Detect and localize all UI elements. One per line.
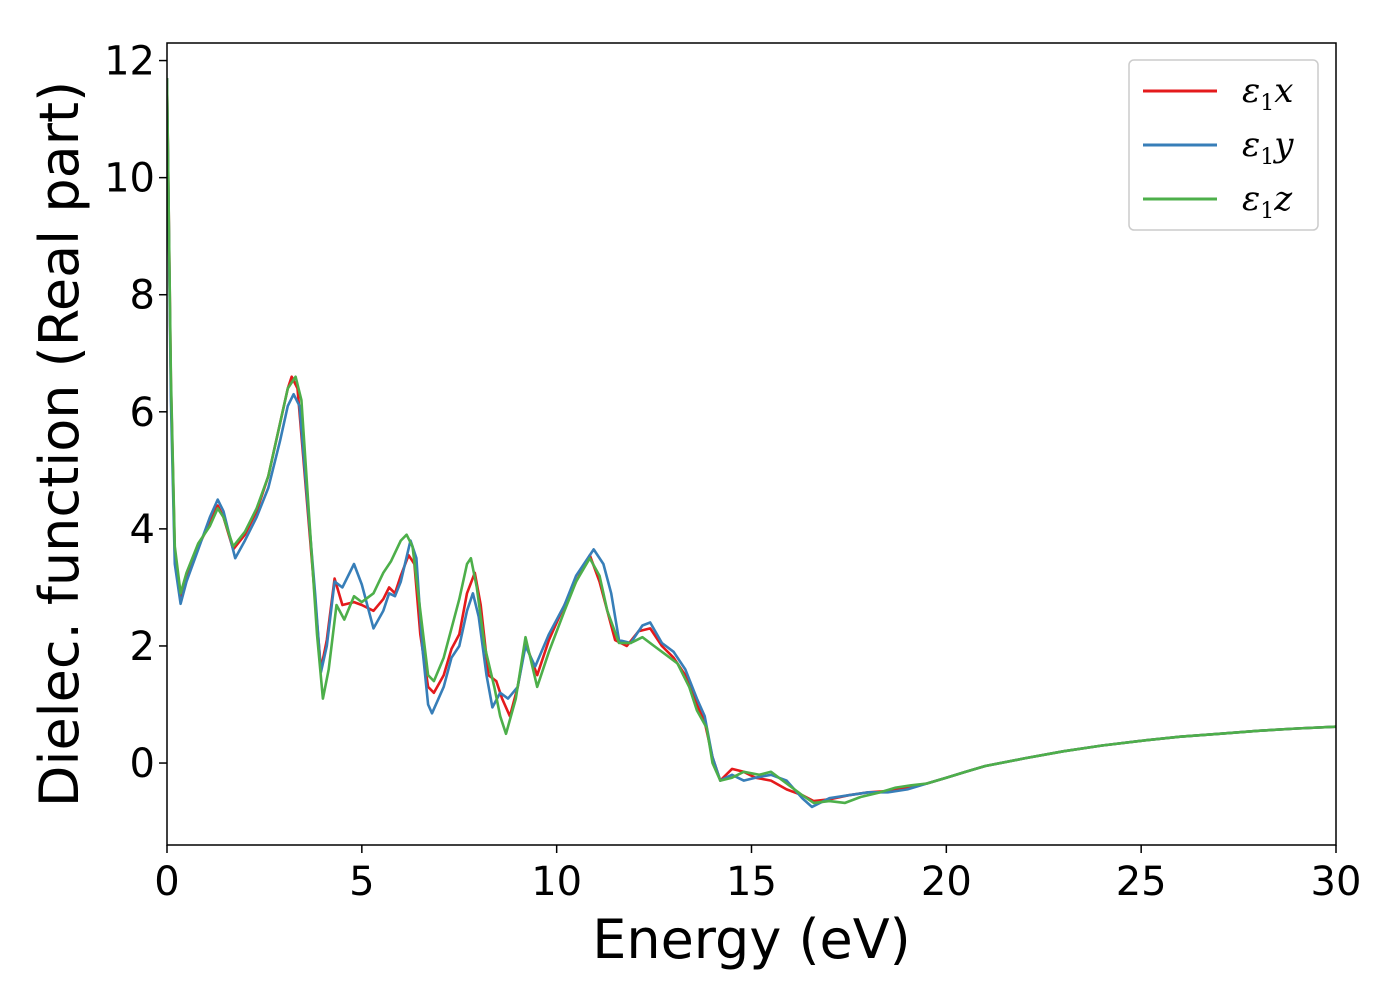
legend-label-0: ε1x (1242, 71, 1293, 116)
y-axis-ticks: 0 2 4 6 8 10 12 (104, 39, 167, 787)
legend: ε1x ε1y ε1z (1128, 59, 1319, 231)
series-layer (167, 78, 1336, 809)
y-tick-label: 4 (130, 507, 155, 553)
x-tick-label: 25 (1116, 859, 1167, 905)
y-tick-label: 2 (130, 624, 155, 670)
y-tick-label: 6 (130, 390, 155, 436)
y-tick-label: 12 (104, 39, 155, 85)
x-axis-label: Energy (eV) (592, 908, 911, 971)
x-tick-label: 20 (921, 859, 972, 905)
legend-label-1: ε1y (1242, 125, 1294, 170)
y-axis-label: Dielec. function (Real part) (28, 81, 91, 807)
y-tick-label: 0 (130, 741, 155, 787)
y-tick-label: 10 (104, 156, 155, 202)
y-tick-label: 8 (130, 273, 155, 319)
x-tick-label: 5 (349, 859, 374, 905)
x-tick-label: 15 (726, 859, 777, 905)
series-line-2 (167, 78, 1336, 805)
x-axis-ticks: 0 5 10 15 20 25 30 (154, 845, 1361, 905)
x-tick-label: 0 (154, 859, 179, 905)
x-tick-label: 10 (531, 859, 582, 905)
legend-label-2: ε1z (1242, 179, 1293, 224)
series-line-1 (167, 78, 1336, 809)
legend-box (1128, 59, 1319, 231)
x-tick-label: 30 (1311, 859, 1362, 905)
